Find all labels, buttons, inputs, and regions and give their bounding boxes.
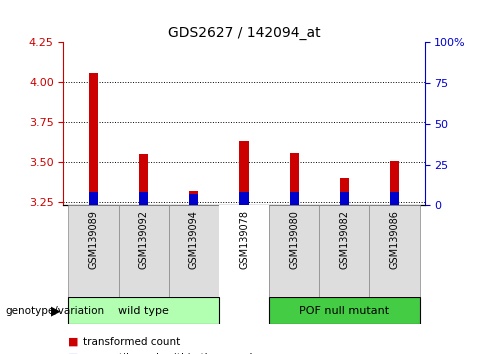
Bar <box>240 142 248 205</box>
FancyBboxPatch shape <box>319 205 369 297</box>
FancyBboxPatch shape <box>68 205 119 297</box>
Text: ■: ■ <box>68 337 79 347</box>
Bar <box>290 153 299 205</box>
Bar <box>390 161 399 205</box>
Text: POF null mutant: POF null mutant <box>299 306 389 316</box>
Text: genotype/variation: genotype/variation <box>5 306 104 316</box>
FancyBboxPatch shape <box>169 205 219 297</box>
FancyBboxPatch shape <box>269 297 420 324</box>
Text: GSM139089: GSM139089 <box>88 210 99 269</box>
Bar <box>189 194 198 205</box>
Text: GSM139094: GSM139094 <box>189 210 199 269</box>
Text: GSM139092: GSM139092 <box>139 210 149 269</box>
Bar <box>89 73 98 205</box>
Text: percentile rank within the sample: percentile rank within the sample <box>83 353 259 354</box>
FancyBboxPatch shape <box>269 205 319 297</box>
Bar <box>240 192 248 205</box>
Bar <box>139 154 148 205</box>
Bar <box>189 191 198 205</box>
Text: GSM139078: GSM139078 <box>239 210 249 269</box>
Text: ▶: ▶ <box>51 304 61 317</box>
Text: wild type: wild type <box>118 306 169 316</box>
FancyBboxPatch shape <box>219 205 269 297</box>
Text: GSM139082: GSM139082 <box>339 210 349 269</box>
Bar <box>290 192 299 205</box>
Bar <box>89 192 98 205</box>
Text: ■: ■ <box>68 353 79 354</box>
FancyBboxPatch shape <box>68 297 219 324</box>
FancyBboxPatch shape <box>369 205 420 297</box>
Bar <box>340 192 349 205</box>
Bar <box>139 192 148 205</box>
Text: GSM139080: GSM139080 <box>289 210 299 269</box>
FancyBboxPatch shape <box>219 205 269 297</box>
Bar <box>340 178 349 205</box>
Text: GSM139086: GSM139086 <box>389 210 400 269</box>
Title: GDS2627 / 142094_at: GDS2627 / 142094_at <box>168 26 320 40</box>
FancyBboxPatch shape <box>119 205 169 297</box>
Bar <box>390 192 399 205</box>
Text: transformed count: transformed count <box>83 337 180 347</box>
